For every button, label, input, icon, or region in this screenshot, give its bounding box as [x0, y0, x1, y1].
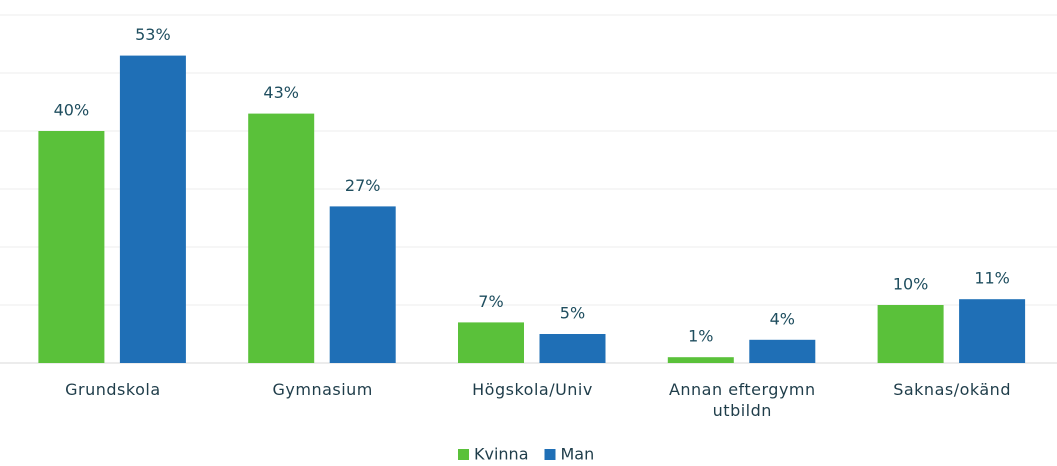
legend-label: Man [561, 445, 595, 464]
data-label: 4% [770, 309, 795, 328]
bar [329, 206, 396, 363]
bar [877, 305, 944, 363]
bar [458, 322, 524, 363]
legend-swatch [544, 449, 556, 460]
bar [38, 131, 105, 363]
bar [539, 334, 606, 363]
legend-label: Kvinna [474, 445, 529, 464]
x-tick-label: Saknas/okänd [893, 380, 1011, 399]
bar [119, 55, 186, 363]
bar [248, 113, 315, 363]
bar [749, 339, 816, 363]
data-label: 27% [345, 176, 381, 195]
data-label: 7% [478, 292, 503, 311]
bar [667, 357, 734, 363]
bar [959, 299, 1026, 363]
data-label: 43% [263, 83, 299, 102]
data-label: 11% [974, 269, 1010, 288]
data-label: 5% [560, 304, 585, 323]
x-tick-label: Annan eftergymn utbildn [668, 380, 816, 420]
data-label: 40% [54, 101, 90, 120]
legend-swatch [458, 449, 469, 460]
x-tick-label: Gymnasium [272, 380, 373, 399]
x-tick-label: Högskola/Univ [472, 380, 593, 399]
data-label: 10% [893, 275, 929, 294]
data-label: 53% [135, 25, 171, 44]
data-label: 1% [688, 327, 713, 346]
x-tick-label: Grundskola [65, 380, 161, 399]
